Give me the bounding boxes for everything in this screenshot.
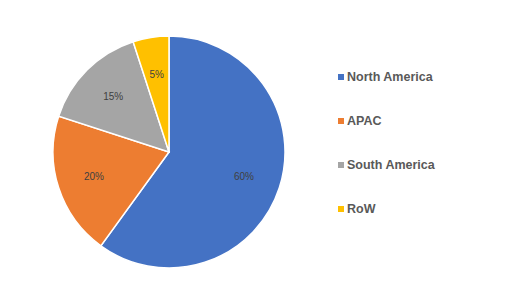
pie-slices [53, 36, 285, 268]
legend-label: North America [347, 70, 434, 84]
legend-swatch [338, 206, 344, 212]
chart: 60% 20% 15% 5% North America APAC South Americ… [0, 0, 514, 306]
data-label: 60% [234, 171, 254, 182]
data-label: 20% [84, 171, 104, 182]
data-labels: 60% 20% 15% 5% [84, 69, 254, 182]
pie-slice [133, 36, 169, 152]
legend-label: RoW [347, 202, 376, 216]
data-label: 5% [149, 69, 164, 80]
legend-label: South America [347, 158, 436, 172]
legend-swatch [338, 118, 344, 124]
data-label: 15% [103, 91, 123, 102]
legend-swatch [338, 74, 344, 80]
legend-swatch [338, 162, 344, 168]
legend: North America APAC South America RoW [338, 70, 436, 216]
legend-label: APAC [347, 114, 382, 128]
